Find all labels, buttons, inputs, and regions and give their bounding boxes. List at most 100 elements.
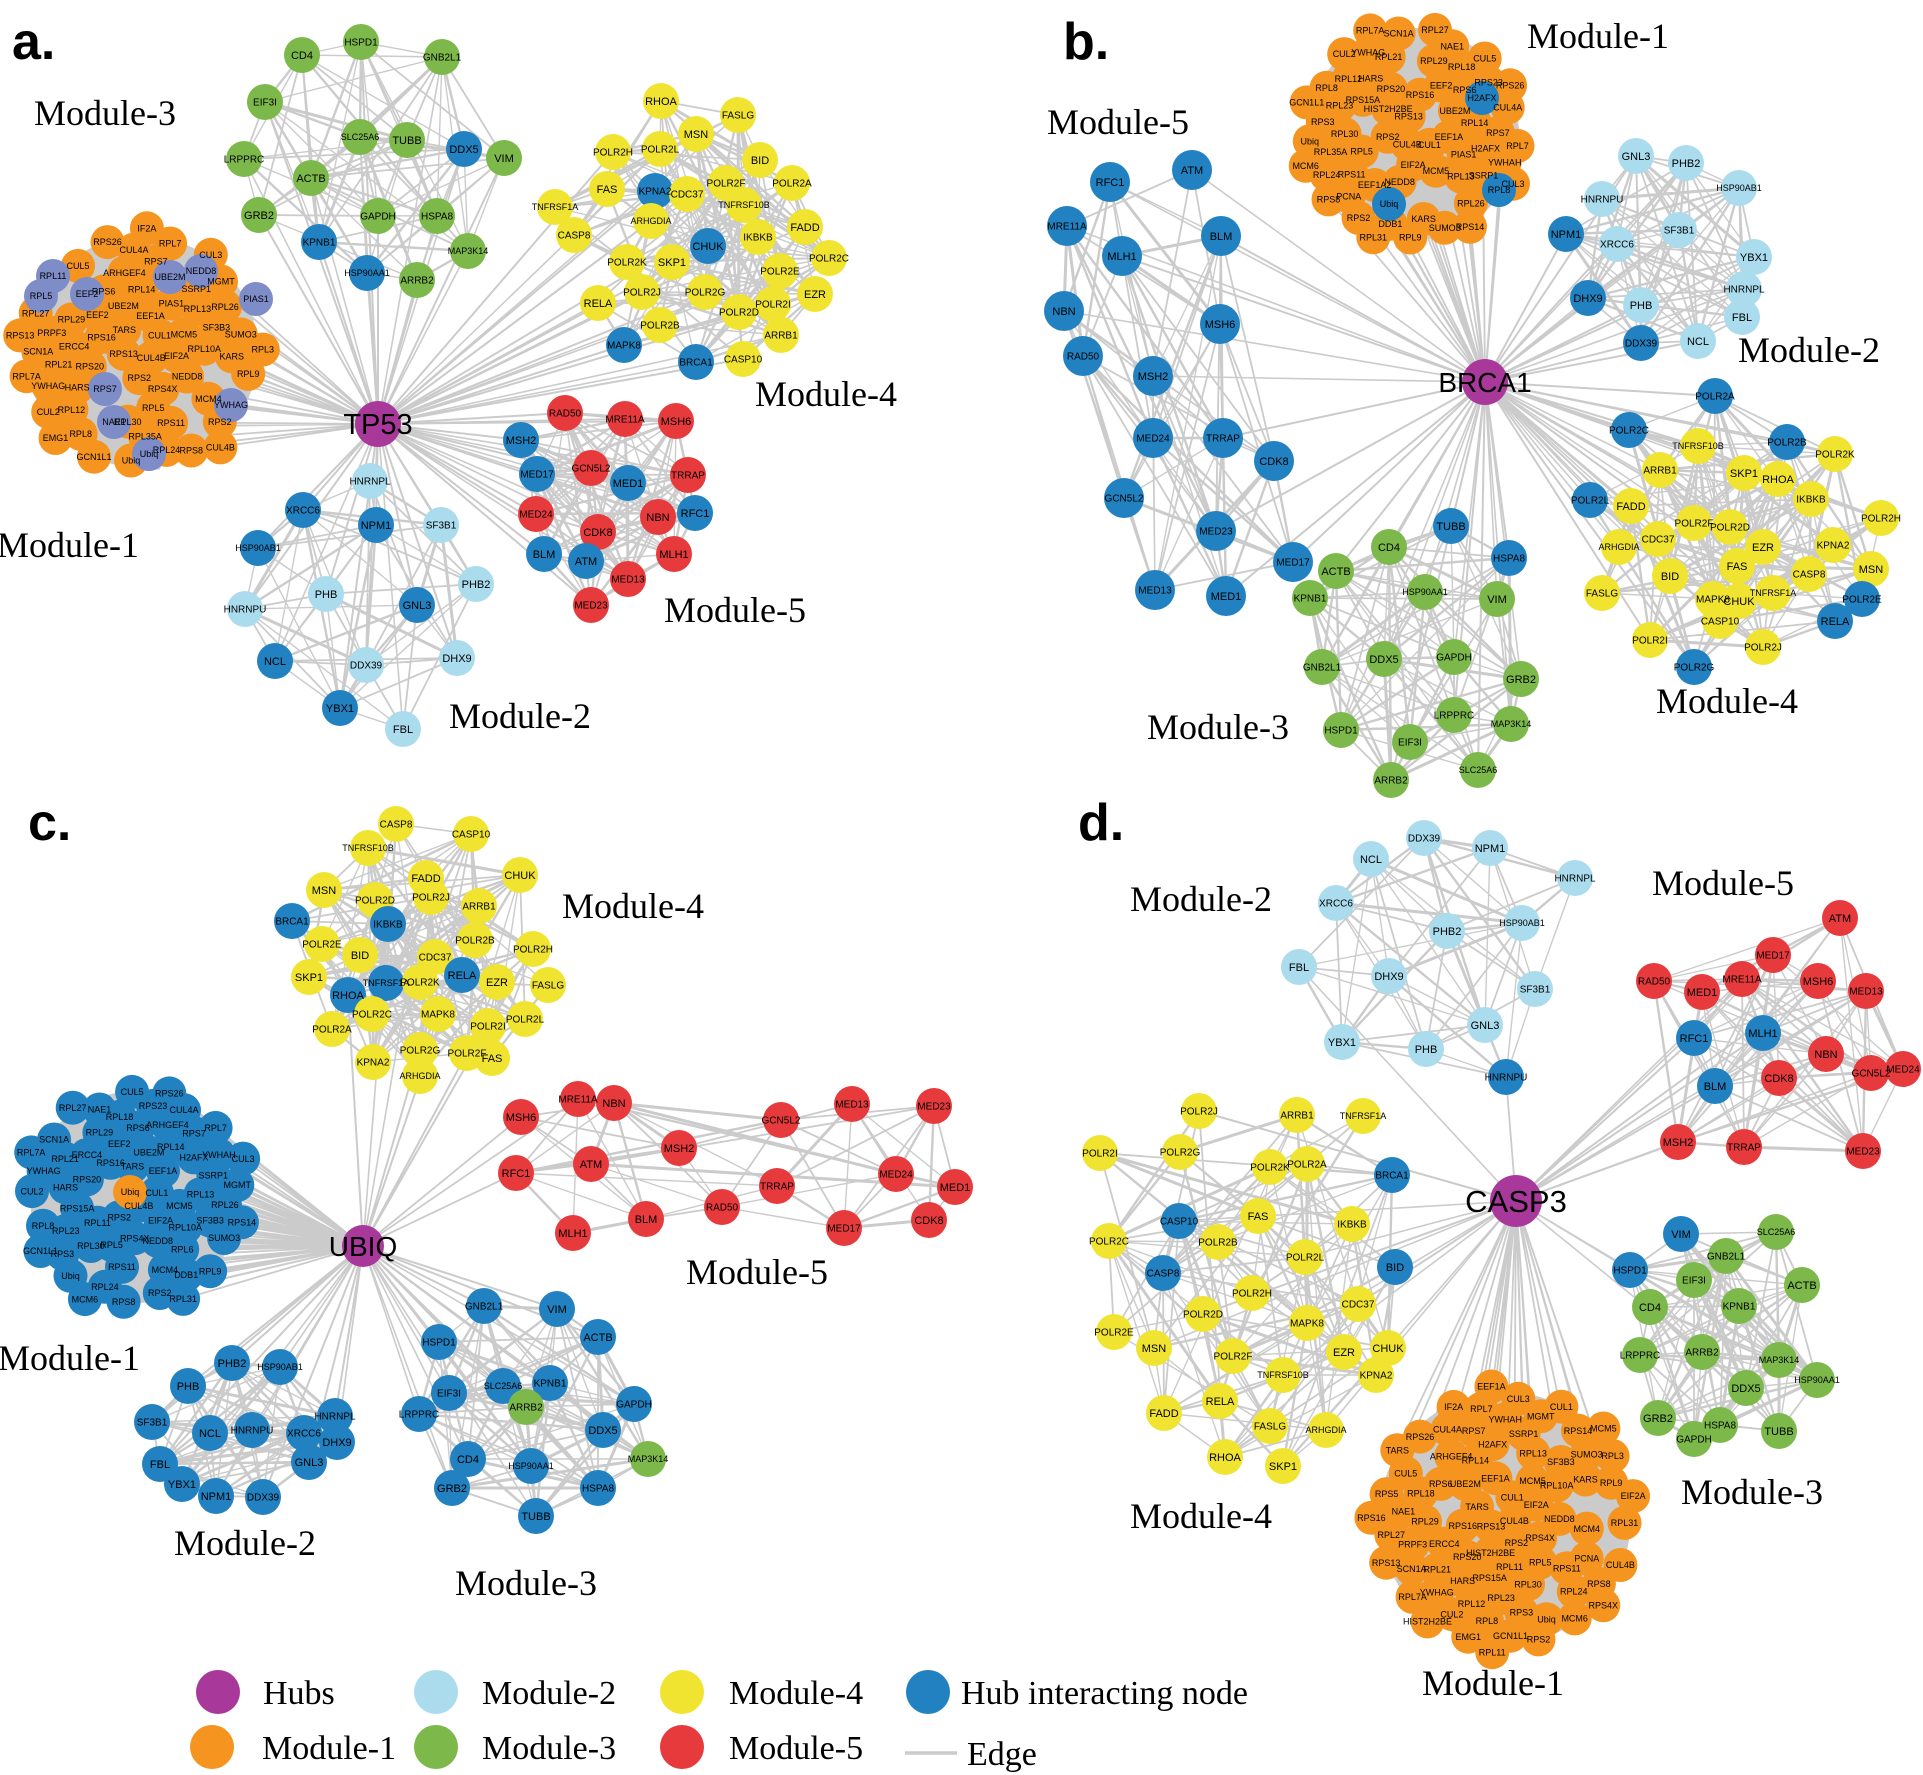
svg-text:CUL4A: CUL4A bbox=[1493, 103, 1522, 113]
svg-text:H2AFX: H2AFX bbox=[1471, 143, 1500, 153]
svg-text:RPS2: RPS2 bbox=[1505, 1538, 1529, 1548]
svg-text:RPS15A: RPS15A bbox=[60, 1204, 95, 1214]
svg-text:NEDD8: NEDD8 bbox=[1384, 177, 1415, 187]
svg-text:CASP8: CASP8 bbox=[380, 820, 413, 831]
svg-text:RPL8: RPL8 bbox=[1476, 1616, 1499, 1626]
svg-text:MED23: MED23 bbox=[1199, 527, 1233, 538]
svg-text:RFC1: RFC1 bbox=[1680, 1033, 1709, 1045]
svg-text:UBIQ: UBIQ bbox=[329, 1231, 397, 1262]
svg-text:Ubiq: Ubiq bbox=[1380, 199, 1399, 209]
svg-text:RPL21: RPL21 bbox=[1424, 1565, 1452, 1575]
svg-text:Module-2: Module-2 bbox=[174, 1523, 316, 1563]
svg-text:RPL12: RPL12 bbox=[1335, 74, 1363, 84]
svg-text:c.: c. bbox=[28, 794, 71, 852]
svg-text:EIF3I: EIF3I bbox=[1398, 738, 1422, 749]
svg-text:RPS23: RPS23 bbox=[1474, 78, 1503, 88]
svg-text:LRPPRC: LRPPRC bbox=[1620, 1351, 1661, 1362]
svg-text:POLR2K: POLR2K bbox=[1250, 1163, 1290, 1174]
svg-text:RHOA: RHOA bbox=[332, 990, 364, 1002]
svg-text:Module-2: Module-2 bbox=[449, 696, 591, 736]
svg-text:ACTB: ACTB bbox=[583, 1332, 612, 1344]
svg-text:UBE2M: UBE2M bbox=[108, 301, 139, 311]
svg-text:MLH1: MLH1 bbox=[1107, 251, 1136, 263]
svg-text:MCM5: MCM5 bbox=[1590, 1424, 1617, 1434]
svg-text:HSPD1: HSPD1 bbox=[1324, 726, 1358, 737]
svg-text:POLR2E: POLR2E bbox=[1842, 595, 1882, 606]
svg-text:HSP90AA1: HSP90AA1 bbox=[508, 1461, 554, 1471]
svg-text:CUL1: CUL1 bbox=[1418, 140, 1441, 150]
svg-text:EEF1A: EEF1A bbox=[136, 311, 165, 321]
svg-text:POLR2L: POLR2L bbox=[506, 1015, 545, 1026]
svg-text:GNL3: GNL3 bbox=[295, 1457, 324, 1469]
svg-text:EZR: EZR bbox=[804, 289, 826, 301]
svg-text:POLR2L: POLR2L bbox=[641, 145, 680, 156]
svg-text:TNFRSF10B: TNFRSF10B bbox=[1672, 441, 1724, 451]
svg-text:MSN: MSN bbox=[312, 885, 337, 897]
svg-text:CUL4B: CUL4B bbox=[137, 353, 166, 363]
svg-text:FBL: FBL bbox=[1732, 312, 1752, 324]
svg-text:RPL13: RPL13 bbox=[184, 304, 212, 314]
svg-text:RPS23: RPS23 bbox=[139, 1101, 168, 1111]
svg-text:TARS: TARS bbox=[1386, 1445, 1409, 1455]
svg-text:POLR2J: POLR2J bbox=[1180, 1107, 1218, 1118]
svg-text:CUL1: CUL1 bbox=[1501, 1492, 1524, 1502]
svg-text:FADD: FADD bbox=[1616, 501, 1645, 513]
svg-text:MRE11A: MRE11A bbox=[605, 415, 645, 426]
svg-text:CUL4A: CUL4A bbox=[169, 1105, 198, 1115]
svg-text:CUL3: CUL3 bbox=[232, 1154, 255, 1164]
svg-text:HSP90AA1: HSP90AA1 bbox=[344, 268, 390, 278]
svg-text:RPL14: RPL14 bbox=[1462, 1455, 1490, 1465]
svg-text:ARHGDIA: ARHGDIA bbox=[399, 1071, 440, 1081]
svg-text:CUL2: CUL2 bbox=[1333, 49, 1356, 59]
svg-text:RPL23: RPL23 bbox=[52, 1226, 80, 1236]
svg-text:PCNA: PCNA bbox=[1574, 1554, 1599, 1564]
svg-text:TARS: TARS bbox=[121, 1162, 144, 1172]
svg-text:MSH6: MSH6 bbox=[1803, 976, 1834, 988]
svg-text:SF3B1: SF3B1 bbox=[426, 521, 457, 532]
svg-text:GCN1L1: GCN1L1 bbox=[23, 1246, 58, 1256]
svg-text:RPS4X: RPS4X bbox=[1589, 1600, 1619, 1610]
svg-text:MCM6: MCM6 bbox=[1292, 161, 1319, 171]
svg-text:SCN1A: SCN1A bbox=[23, 347, 53, 357]
svg-text:GNL3: GNL3 bbox=[403, 600, 432, 612]
svg-text:CUL5: CUL5 bbox=[121, 1087, 144, 1097]
svg-text:SUMO3: SUMO3 bbox=[208, 1233, 240, 1243]
svg-text:RHOA: RHOA bbox=[1762, 474, 1794, 486]
svg-text:RPL27: RPL27 bbox=[59, 1103, 87, 1113]
svg-text:CUL4B: CUL4B bbox=[1393, 139, 1422, 149]
svg-text:UBE2M: UBE2M bbox=[1439, 106, 1470, 116]
svg-text:RPS6: RPS6 bbox=[1453, 85, 1477, 95]
svg-text:RPS7: RPS7 bbox=[182, 1128, 206, 1138]
svg-text:RPL24: RPL24 bbox=[1560, 1587, 1588, 1597]
svg-text:MAP3K14: MAP3K14 bbox=[1759, 1355, 1800, 1365]
svg-text:RPL18: RPL18 bbox=[106, 1112, 134, 1122]
svg-text:EEF2: EEF2 bbox=[108, 1139, 131, 1149]
svg-text:Module-4: Module-4 bbox=[562, 886, 704, 926]
svg-text:NPM1: NPM1 bbox=[1475, 843, 1506, 855]
svg-text:TNFRSF1A: TNFRSF1A bbox=[363, 978, 410, 988]
svg-text:RPL35A: RPL35A bbox=[1314, 147, 1348, 157]
svg-text:RPL11: RPL11 bbox=[1479, 1647, 1506, 1657]
svg-text:SSRP1: SSRP1 bbox=[199, 1171, 229, 1181]
svg-text:NCL: NCL bbox=[1360, 854, 1382, 866]
svg-text:ARRB2: ARRB2 bbox=[1685, 1348, 1719, 1359]
svg-text:KARS: KARS bbox=[1411, 214, 1436, 224]
svg-text:KPNA2: KPNA2 bbox=[639, 187, 672, 198]
svg-text:POLR2D: POLR2D bbox=[1183, 1310, 1223, 1321]
svg-text:FADD: FADD bbox=[411, 873, 440, 885]
svg-text:RPL9: RPL9 bbox=[1399, 233, 1422, 243]
svg-text:CASP10: CASP10 bbox=[1160, 1217, 1199, 1228]
svg-text:NCL: NCL bbox=[1687, 336, 1709, 348]
svg-text:GCN5L2: GCN5L2 bbox=[572, 464, 611, 475]
svg-text:GAPDH: GAPDH bbox=[360, 212, 396, 223]
svg-text:FAS: FAS bbox=[597, 184, 618, 196]
svg-text:PHB: PHB bbox=[177, 1381, 200, 1393]
svg-text:DHX9: DHX9 bbox=[1573, 293, 1602, 305]
svg-text:EIF2A: EIF2A bbox=[1524, 1500, 1549, 1510]
svg-text:EIF2A: EIF2A bbox=[148, 1215, 173, 1225]
svg-text:RPL5: RPL5 bbox=[30, 291, 53, 301]
svg-text:MGMT: MGMT bbox=[207, 277, 235, 287]
svg-text:PHB: PHB bbox=[1415, 1044, 1438, 1056]
svg-text:NBN: NBN bbox=[1814, 1049, 1837, 1061]
svg-text:PHB2: PHB2 bbox=[218, 1358, 247, 1370]
